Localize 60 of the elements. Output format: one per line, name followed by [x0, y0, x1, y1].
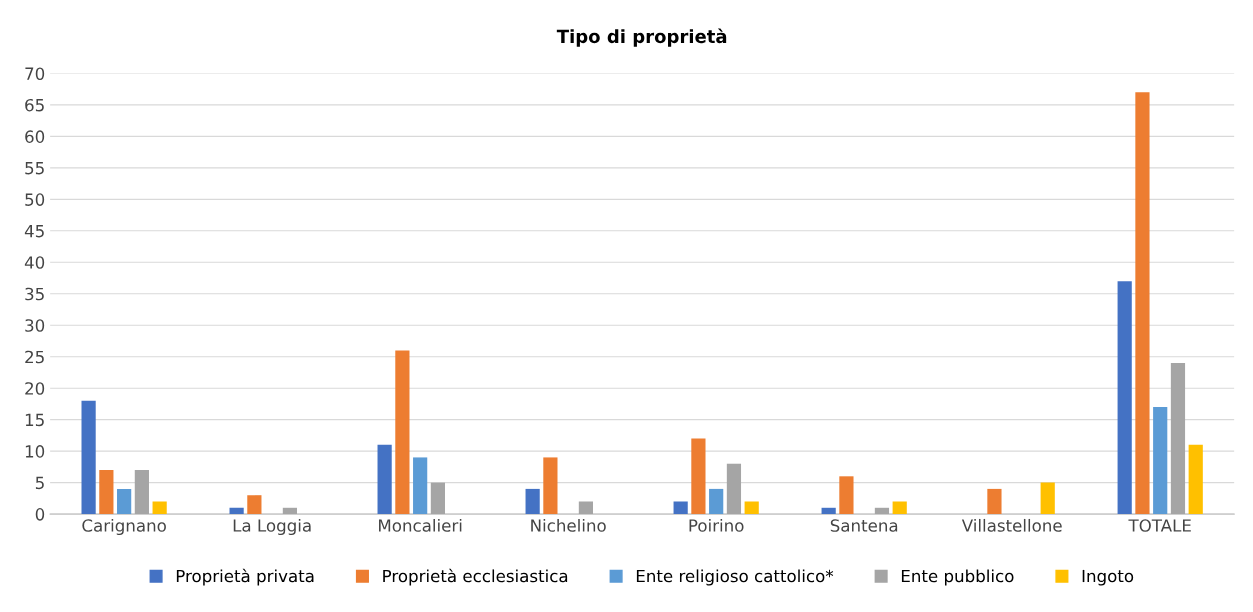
y-tick-label: 20	[25, 382, 45, 395]
y-tick-label: 55	[25, 162, 44, 175]
bar	[673, 501, 688, 515]
bar	[525, 488, 540, 515]
legend-label: Proprietà ecclesiastica	[383, 568, 568, 586]
y-tick-label: 15	[25, 413, 44, 427]
y-tick-label: 30	[25, 319, 45, 332]
bar	[430, 482, 446, 515]
bar	[1170, 363, 1186, 515]
y-tick-label: 60	[25, 130, 45, 143]
x-tick-label: Villastellone	[961, 518, 1062, 532]
y-tick-label: 25	[25, 350, 44, 364]
bar	[413, 457, 428, 515]
y-tick-label: 10	[25, 445, 45, 458]
bar	[726, 463, 742, 515]
bar	[152, 501, 167, 515]
legend-label: Proprietà privata	[176, 568, 314, 586]
bar	[81, 400, 96, 515]
bar	[744, 501, 759, 515]
bar	[1135, 92, 1150, 515]
legend-label: Ente pubblico	[901, 569, 1014, 586]
y-tick-label: 70	[25, 67, 45, 81]
legend-label: Ente religioso cattolico*	[636, 569, 834, 586]
bar	[987, 488, 1002, 515]
bar	[282, 507, 297, 515]
bar	[377, 444, 392, 515]
y-tick-label: 5	[35, 476, 44, 490]
bar	[247, 495, 262, 515]
bar	[1153, 407, 1168, 515]
y-tick-label: 0	[35, 508, 45, 521]
x-tick-label: Nichelino	[531, 518, 606, 532]
bar	[821, 507, 836, 515]
x-tick-label: Santena	[830, 519, 898, 532]
legend-label: Ingoto	[1082, 569, 1134, 586]
bar	[395, 350, 410, 515]
bar	[691, 438, 706, 515]
bar	[99, 470, 114, 515]
bar	[229, 507, 244, 515]
bar	[134, 470, 149, 515]
y-tick-label: 35	[25, 287, 44, 301]
y-tick-label: 45	[24, 224, 44, 238]
x-tick-label: Carignano	[82, 518, 166, 536]
bar	[1117, 281, 1132, 515]
x-tick-label: TOTALE	[1128, 519, 1191, 532]
y-tick-label: 40	[24, 256, 45, 269]
bar	[1040, 482, 1055, 515]
x-tick-label: La Loggia	[233, 518, 311, 536]
y-tick-label: 50	[25, 193, 45, 206]
bar	[892, 501, 907, 515]
bar	[1188, 444, 1203, 515]
bar	[578, 501, 594, 515]
bar	[874, 507, 890, 515]
bar	[117, 488, 132, 515]
y-tick-label: 65	[25, 98, 44, 112]
chart-title: Tipo di proprietà	[556, 28, 727, 47]
bar	[543, 457, 558, 515]
x-tick-label: Moncalieri	[379, 518, 462, 532]
bar	[839, 476, 854, 515]
bar	[709, 488, 724, 515]
x-tick-label: Poirino	[689, 518, 744, 532]
